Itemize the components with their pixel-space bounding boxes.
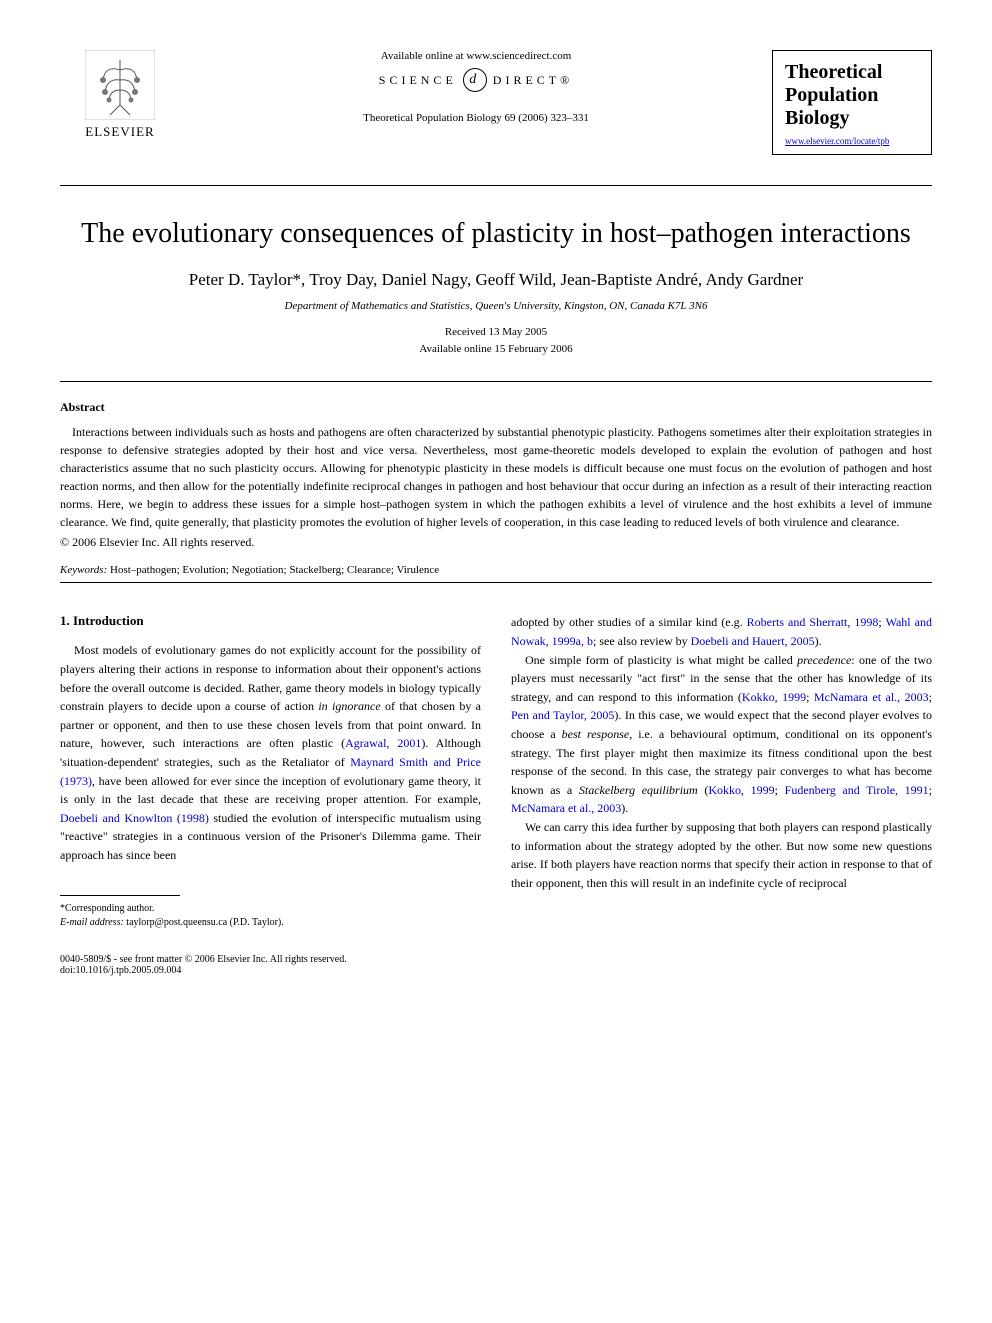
- abstract-heading: Abstract: [60, 400, 932, 415]
- science-direct-logo: SCIENCE d DIRECT®: [200, 68, 752, 92]
- authors: Peter D. Taylor*, Troy Day, Daniel Nagy,…: [60, 270, 932, 290]
- sd-left: SCIENCE: [379, 73, 457, 88]
- footer: 0040-5809/$ - see front matter © 2006 El…: [60, 954, 932, 976]
- column-left: 1. Introduction Most models of evolution…: [60, 613, 481, 929]
- rule-abstract-bottom: [60, 582, 932, 583]
- journal-name-2: Population: [785, 84, 919, 107]
- affiliation: Department of Mathematics and Statistics…: [60, 300, 932, 312]
- dates: Received 13 May 2005 Available online 15…: [60, 324, 932, 357]
- rule-abstract-top: [60, 381, 932, 382]
- journal-url-link[interactable]: www.elsevier.com/locate/tpb: [785, 136, 919, 146]
- column-right: adopted by other studies of a similar ki…: [511, 613, 932, 929]
- journal-citation: Theoretical Population Biology 69 (2006)…: [200, 112, 752, 124]
- available-online: Available online at www.sciencedirect.co…: [200, 50, 752, 62]
- keywords: Keywords: Host–pathogen; Evolution; Nego…: [60, 564, 932, 576]
- copyright: © 2006 Elsevier Inc. All rights reserved…: [60, 535, 932, 550]
- available-date: Available online 15 February 2006: [60, 341, 932, 358]
- ref-agrawal[interactable]: Agrawal, 2001: [345, 736, 421, 750]
- intro-para-3: We can carry this idea further by suppos…: [511, 818, 932, 892]
- ref-fudenberg[interactable]: Fudenberg and Tirole, 1991: [785, 783, 929, 797]
- footnote-rule: [60, 895, 180, 896]
- ref-kokko-2[interactable]: Kokko, 1999: [708, 783, 774, 797]
- keywords-label: Keywords:: [60, 564, 107, 576]
- ref-roberts[interactable]: Roberts and Sherratt, 1998: [747, 615, 879, 629]
- elsevier-tree-icon: [85, 50, 155, 120]
- elsevier-label: ELSEVIER: [85, 124, 154, 140]
- keywords-text: Host–pathogen; Evolution; Negotiation; S…: [107, 564, 439, 576]
- ref-mcnamara-2[interactable]: McNamara et al., 2003: [511, 801, 621, 815]
- intro-para-1-cont: adopted by other studies of a similar ki…: [511, 613, 932, 650]
- intro-para-1: Most models of evolutionary games do not…: [60, 641, 481, 864]
- article-title: The evolutionary consequences of plastic…: [60, 216, 932, 252]
- footnote-corresponding: *Corresponding author.: [60, 902, 481, 916]
- abstract-text: Interactions between individuals such as…: [60, 423, 932, 531]
- ref-doebeli-hauert[interactable]: Doebeli and Hauert, 2005: [691, 634, 815, 648]
- header-center: Available online at www.sciencedirect.co…: [180, 50, 772, 124]
- ref-doebeli-knowlton[interactable]: Doebeli and Knowlton (1998): [60, 811, 209, 825]
- ref-kokko-1[interactable]: Kokko, 1999: [742, 690, 806, 704]
- ref-mcnamara-1[interactable]: McNamara et al., 2003: [814, 690, 929, 704]
- sd-icon: d: [463, 68, 487, 92]
- received-date: Received 13 May 2005: [60, 324, 932, 341]
- footnote-email: E-mail address: taylorp@post.queensu.ca …: [60, 916, 481, 930]
- rule-top: [60, 185, 932, 186]
- intro-para-2: One simple form of plasticity is what mi…: [511, 651, 932, 818]
- footer-copyright: 0040-5809/$ - see front matter © 2006 El…: [60, 954, 347, 965]
- footer-doi: doi:10.1016/j.tpb.2005.09.004: [60, 965, 347, 976]
- sd-right: DIRECT®: [493, 73, 573, 88]
- ref-pen-taylor[interactable]: Pen and Taylor, 2005: [511, 708, 614, 722]
- email-label: E-mail address:: [60, 917, 124, 928]
- footer-left: 0040-5809/$ - see front matter © 2006 El…: [60, 954, 347, 976]
- publisher-logo-block: ELSEVIER: [60, 50, 180, 140]
- body-columns: 1. Introduction Most models of evolution…: [60, 613, 932, 929]
- journal-title-box: Theoretical Population Biology www.elsev…: [772, 50, 932, 155]
- email-value: taylorp@post.queensu.ca (P.D. Taylor).: [124, 917, 284, 928]
- header: ELSEVIER Available online at www.science…: [60, 50, 932, 155]
- section-heading: 1. Introduction: [60, 613, 481, 629]
- journal-name-1: Theoretical: [785, 61, 919, 84]
- journal-name-3: Biology: [785, 107, 919, 130]
